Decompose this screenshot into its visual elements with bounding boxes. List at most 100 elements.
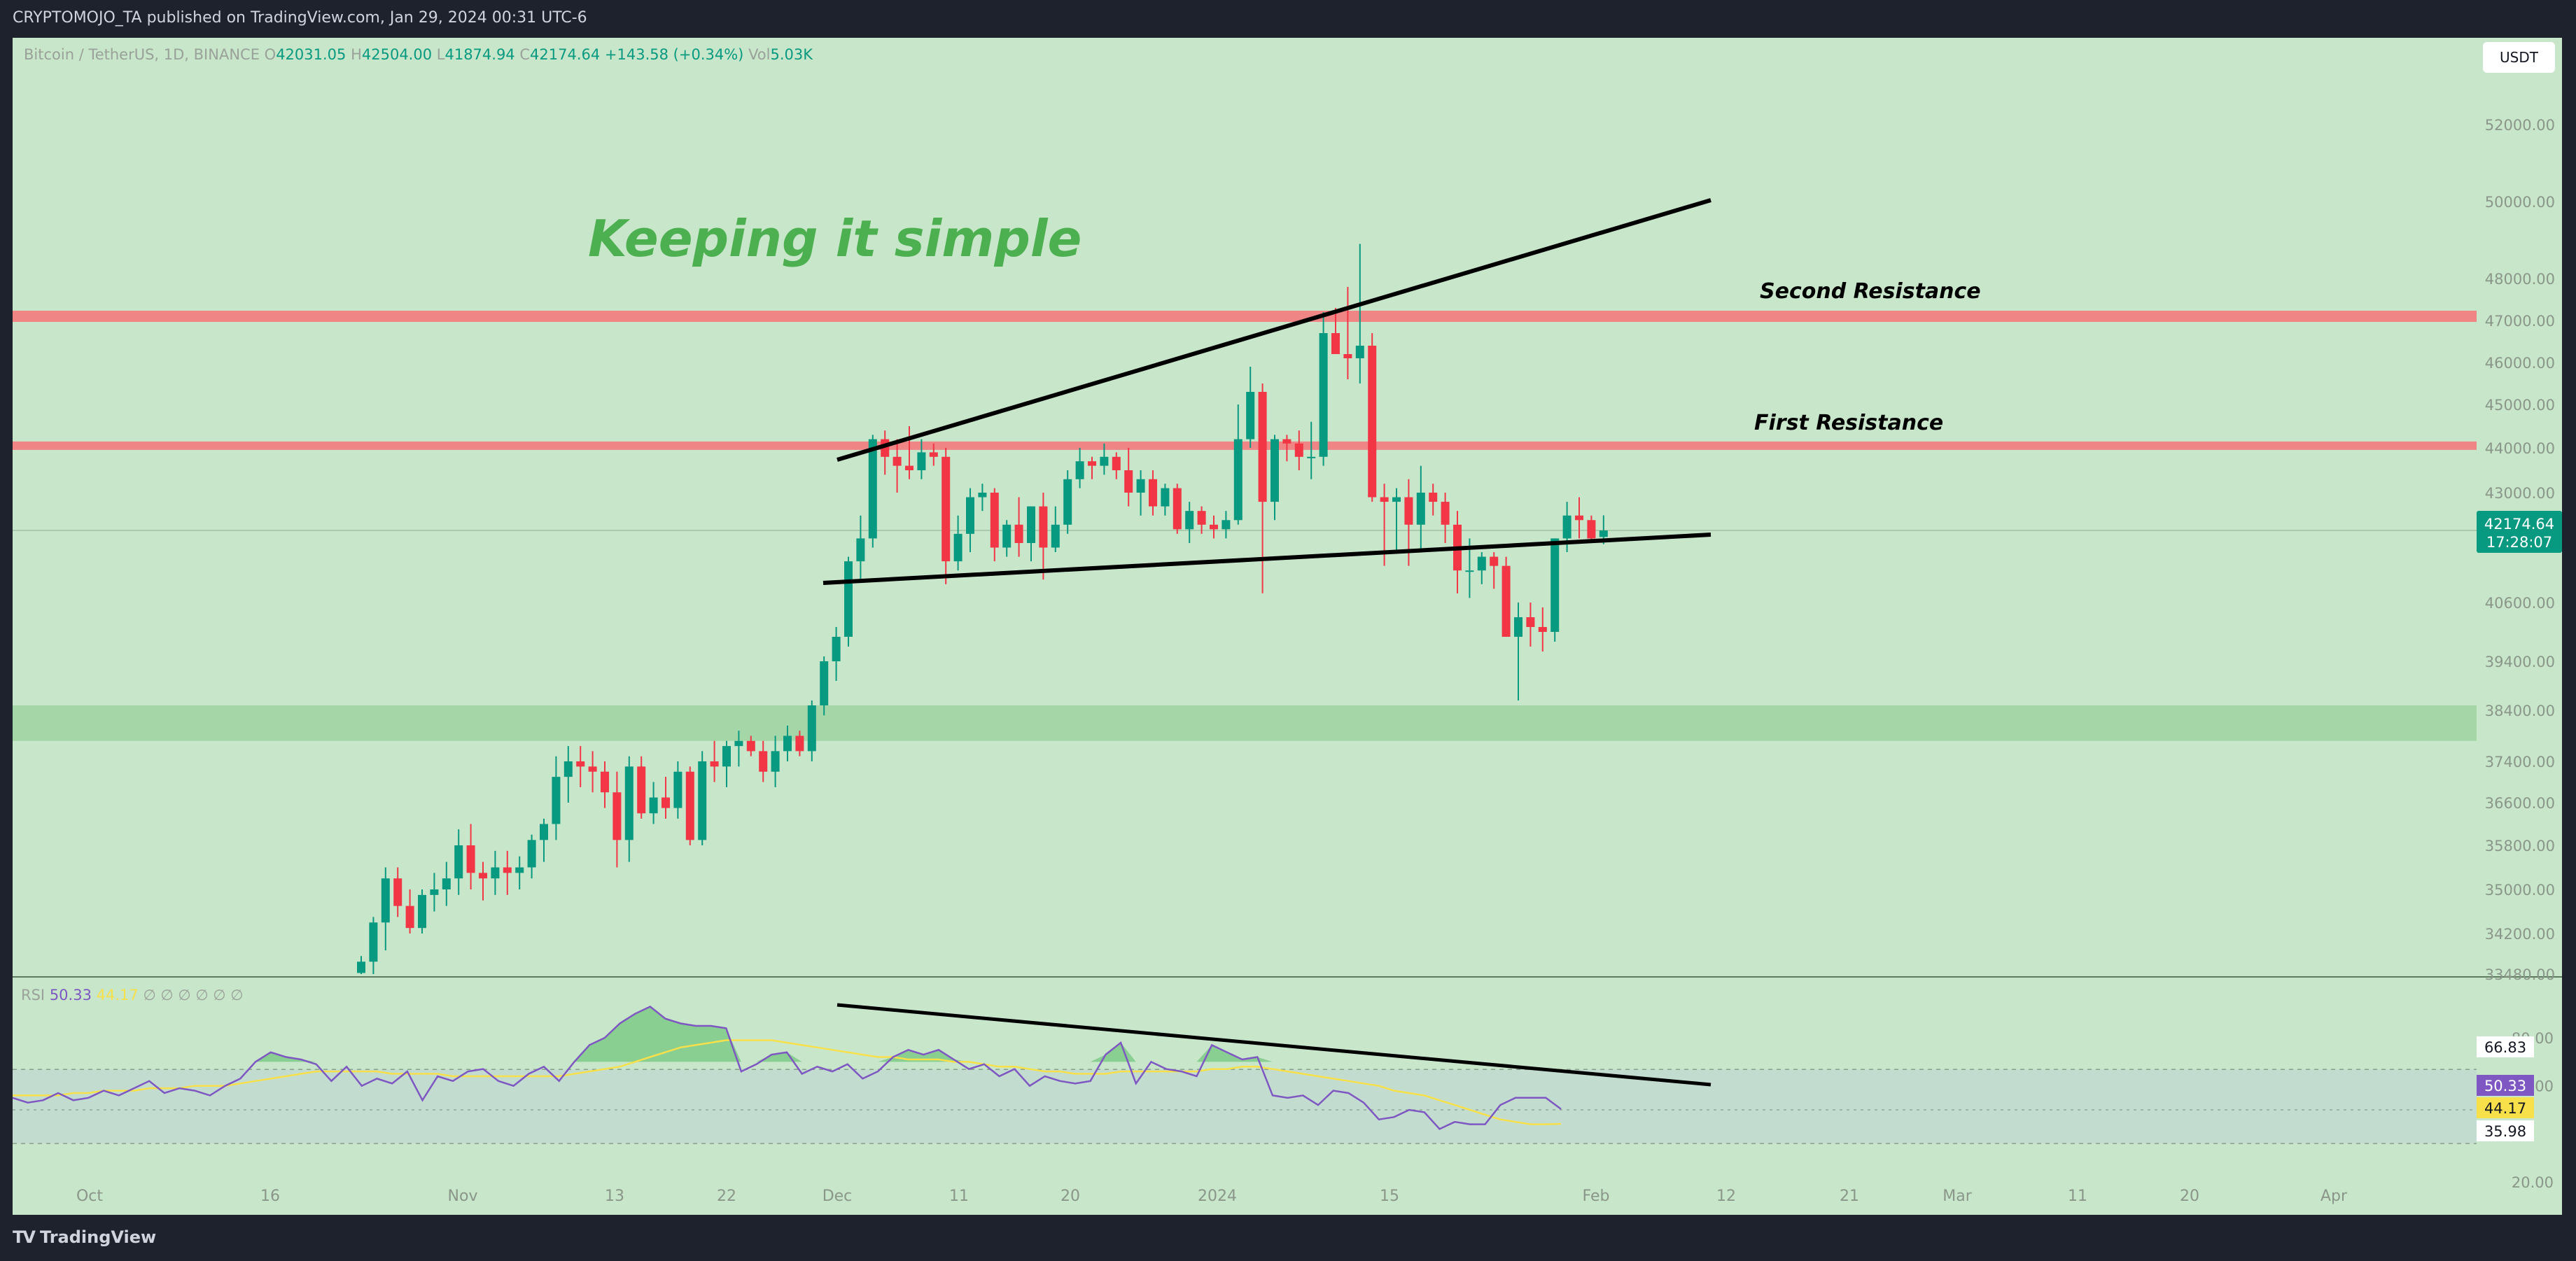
candle-body: [978, 493, 987, 498]
candle-body: [612, 792, 622, 840]
candle-body: [807, 705, 816, 752]
candle-body: [1307, 456, 1316, 458]
close-label: C: [519, 46, 531, 63]
rsi-legend: RSI 50.33 44.17 ∅ ∅ ∅ ∅ ∅ ∅: [21, 987, 244, 1003]
rsi-value-tag: [2477, 1075, 2534, 1096]
vol-label: Vol: [748, 46, 771, 63]
candle-body: [564, 761, 573, 777]
symbol-label[interactable]: Bitcoin / TetherUS, 1D, BINANCE: [24, 46, 260, 63]
candle-body: [710, 761, 719, 767]
candle-body: [381, 878, 390, 923]
tradingview-logo-icon: TV: [13, 1227, 36, 1247]
price-axis-label: 35000.00: [2485, 882, 2555, 899]
currency-button[interactable]: USDT: [2483, 42, 2555, 73]
publisher-bar: CRYPTOMOJO_TA published on TradingView.c…: [0, 0, 2576, 38]
candle-body: [1039, 506, 1048, 548]
candle-body: [1343, 354, 1352, 358]
candle-body: [1416, 493, 1425, 525]
first-resistance-band: [13, 441, 2477, 450]
price-axis-label: 33480.00: [2485, 966, 2555, 983]
candle-body: [552, 777, 561, 824]
chart-svg[interactable]: Keeping it simple Second Resistance First …: [13, 38, 2562, 1215]
low-value: 41874.94: [444, 46, 515, 63]
candle-body: [1477, 556, 1486, 571]
candle-body: [722, 746, 731, 767]
candle-body: [624, 766, 634, 840]
candle-body: [418, 894, 426, 929]
candle-body: [405, 906, 414, 929]
last-price-tag: [2477, 510, 2562, 553]
rsi-upper-band-tag: [2477, 1036, 2534, 1057]
price-axis-label: 48000.00: [2485, 271, 2555, 288]
candle-body: [1514, 617, 1522, 637]
candle-body: [649, 797, 658, 814]
candle-body: [466, 845, 475, 873]
candle-body: [1112, 456, 1121, 470]
candle-body: [527, 840, 536, 868]
price-axis-label: 52000.00: [2485, 117, 2555, 134]
chart-area[interactable]: Keeping it simple Second Resistance First …: [13, 38, 2562, 1215]
high-label: H: [351, 46, 362, 63]
candle-body: [856, 538, 865, 562]
candle-body: [1575, 515, 1583, 521]
bar-countdown: 17:28:07: [2486, 534, 2552, 551]
rsi-axis-label: 20.00: [2512, 1174, 2554, 1191]
rsi-lower-band-tag-text: 35.98: [2484, 1123, 2526, 1140]
candle-body: [1222, 520, 1231, 530]
candle-body: [1526, 617, 1535, 627]
candle-body: [1282, 439, 1292, 444]
candle-body: [1185, 511, 1194, 530]
candle-body: [1538, 627, 1547, 632]
candle-body: [795, 735, 804, 752]
candle-body: [1368, 346, 1377, 498]
candle-body: [1027, 506, 1035, 543]
candle-body: [1550, 538, 1560, 632]
candle-body: [941, 456, 951, 562]
rsi-legend-value: 50.33: [49, 987, 92, 1003]
candle-body: [540, 824, 548, 840]
time-axis-label: Dec: [822, 1188, 853, 1205]
candle-body: [1502, 565, 1511, 637]
rsi-value-tag-text: 50.33: [2484, 1078, 2526, 1094]
candle-body: [588, 766, 597, 772]
time-axis-label: 12: [1716, 1188, 1736, 1205]
candle-body: [1149, 479, 1157, 507]
candle-body: [1562, 515, 1572, 539]
open-value: 42031.05: [276, 46, 346, 63]
publisher-text: CRYPTOMOJO_TA published on TradingView.c…: [13, 9, 587, 27]
rsi-upper-band-tag-text: 66.83: [2484, 1039, 2526, 1056]
second-resistance-band: [13, 311, 2477, 322]
candle-body: [1331, 333, 1340, 354]
candle-body: [734, 740, 743, 747]
time-axis-label: Apr: [2320, 1188, 2348, 1205]
candle-body: [746, 740, 755, 752]
candle-body: [1380, 497, 1389, 502]
candle-body: [844, 561, 853, 637]
rsi-band: [13, 1069, 2477, 1144]
candle-body: [905, 465, 913, 470]
candle-body: [1258, 392, 1267, 502]
price-axis-label: 38400.00: [2485, 703, 2555, 719]
lower-trendline: [822, 533, 1712, 585]
tradingview-logo[interactable]: TV TradingView: [13, 1227, 156, 1247]
rsi-trendline: [836, 1003, 1712, 1087]
second-resistance-label: Second Resistance: [1760, 279, 1981, 304]
rsi-name[interactable]: RSI: [21, 987, 46, 1003]
time-axis-label: 13: [605, 1188, 624, 1205]
candle-body: [442, 878, 451, 889]
candle-body: [1063, 479, 1072, 525]
candle-body: [491, 867, 500, 879]
candle-body: [637, 766, 646, 814]
candle-body: [1002, 524, 1011, 548]
price-axis-label: 43000.00: [2485, 485, 2555, 502]
time-axis-label: 11: [949, 1188, 969, 1205]
change-value: +143.58 (+0.34%): [604, 46, 744, 63]
candle-body: [771, 751, 780, 772]
candle-body: [1429, 493, 1438, 502]
candle-body: [515, 867, 524, 873]
candle-body: [1014, 524, 1023, 543]
candle-body: [1088, 461, 1096, 466]
candle-body: [783, 735, 792, 752]
candle-body: [393, 878, 402, 906]
candle-body: [685, 771, 694, 840]
